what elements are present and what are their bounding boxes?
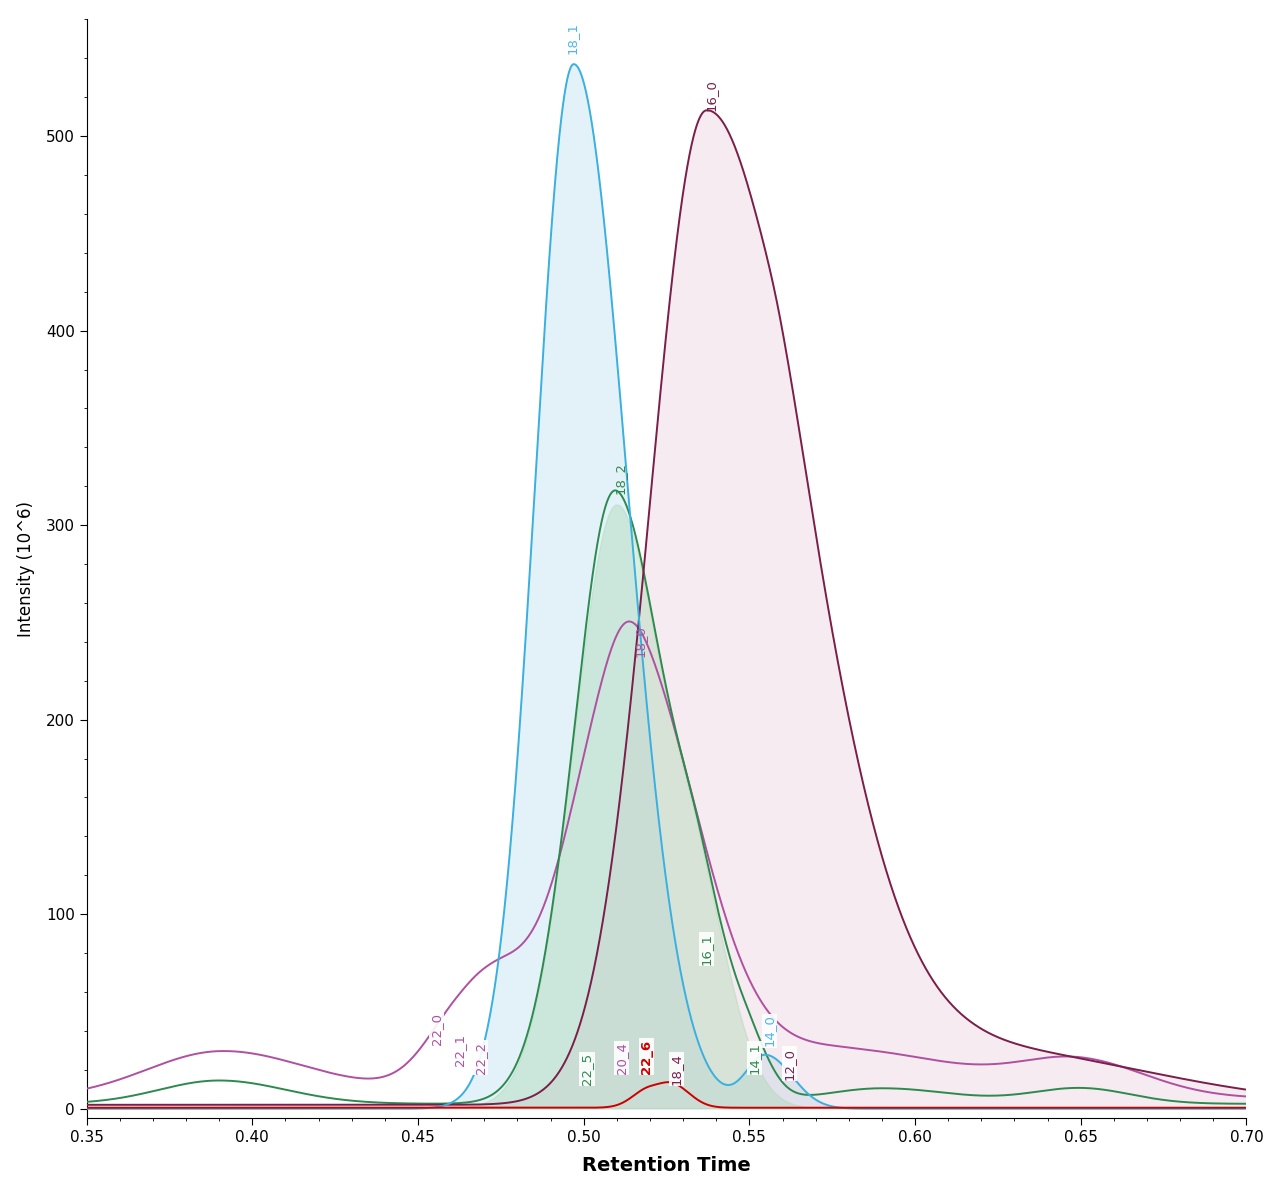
Text: 18_0: 18_0 xyxy=(634,626,646,658)
Text: 22_0: 22_0 xyxy=(430,1012,443,1044)
Text: 12_0: 12_0 xyxy=(782,1048,796,1080)
Text: 20_4: 20_4 xyxy=(616,1042,628,1074)
Text: 18_2: 18_2 xyxy=(613,462,627,493)
Text: 16_0: 16_0 xyxy=(705,79,718,111)
Text: 22_5: 22_5 xyxy=(581,1054,594,1086)
X-axis label: Retention Time: Retention Time xyxy=(582,1156,751,1175)
Text: 18_1: 18_1 xyxy=(566,23,579,55)
Text: 16_1: 16_1 xyxy=(700,933,713,964)
Text: 18_4: 18_4 xyxy=(669,1054,684,1086)
Text: 22_2: 22_2 xyxy=(475,1042,488,1074)
Text: 14_1: 14_1 xyxy=(748,1042,760,1074)
Text: 22_6: 22_6 xyxy=(640,1039,653,1074)
Y-axis label: Intensity (10^6): Intensity (10^6) xyxy=(17,501,35,637)
Text: 22_1: 22_1 xyxy=(453,1033,466,1066)
Text: 14_0: 14_0 xyxy=(763,1014,776,1047)
